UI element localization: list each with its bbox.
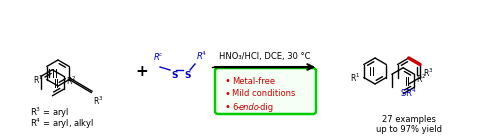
- FancyBboxPatch shape: [215, 68, 316, 114]
- Text: R$^3$: R$^3$: [423, 66, 434, 79]
- Text: •: •: [225, 76, 231, 86]
- Text: up to 97% yield: up to 97% yield: [376, 125, 442, 133]
- Text: -dig: -dig: [258, 102, 274, 111]
- Text: R$^c$: R$^c$: [154, 51, 164, 62]
- Text: R$^1$: R$^1$: [34, 73, 43, 86]
- Text: Metal-free: Metal-free: [232, 76, 275, 85]
- Text: R$^4$: R$^4$: [196, 50, 207, 62]
- Text: R$^4$ = aryl, alkyl: R$^4$ = aryl, alkyl: [30, 117, 94, 131]
- Text: endo: endo: [239, 102, 260, 111]
- Text: •: •: [225, 89, 231, 99]
- Text: R$^2$: R$^2$: [66, 75, 76, 87]
- Text: SR$^4$: SR$^4$: [400, 87, 417, 99]
- Text: •: •: [225, 102, 231, 112]
- Text: +: +: [136, 64, 148, 79]
- Text: HNO₃/HCl, DCE, 30 °C: HNO₃/HCl, DCE, 30 °C: [219, 52, 311, 61]
- Text: Mild conditions: Mild conditions: [232, 90, 296, 99]
- Text: R$^3$: R$^3$: [94, 95, 104, 107]
- Text: R$^2$: R$^2$: [416, 73, 426, 85]
- Text: S: S: [171, 71, 177, 80]
- Text: R$^3$ = aryl: R$^3$ = aryl: [30, 106, 70, 120]
- Text: S: S: [184, 71, 190, 80]
- Text: R$^1$: R$^1$: [350, 71, 360, 84]
- Text: 6-: 6-: [232, 102, 240, 111]
- Text: 27 examples: 27 examples: [382, 115, 436, 123]
